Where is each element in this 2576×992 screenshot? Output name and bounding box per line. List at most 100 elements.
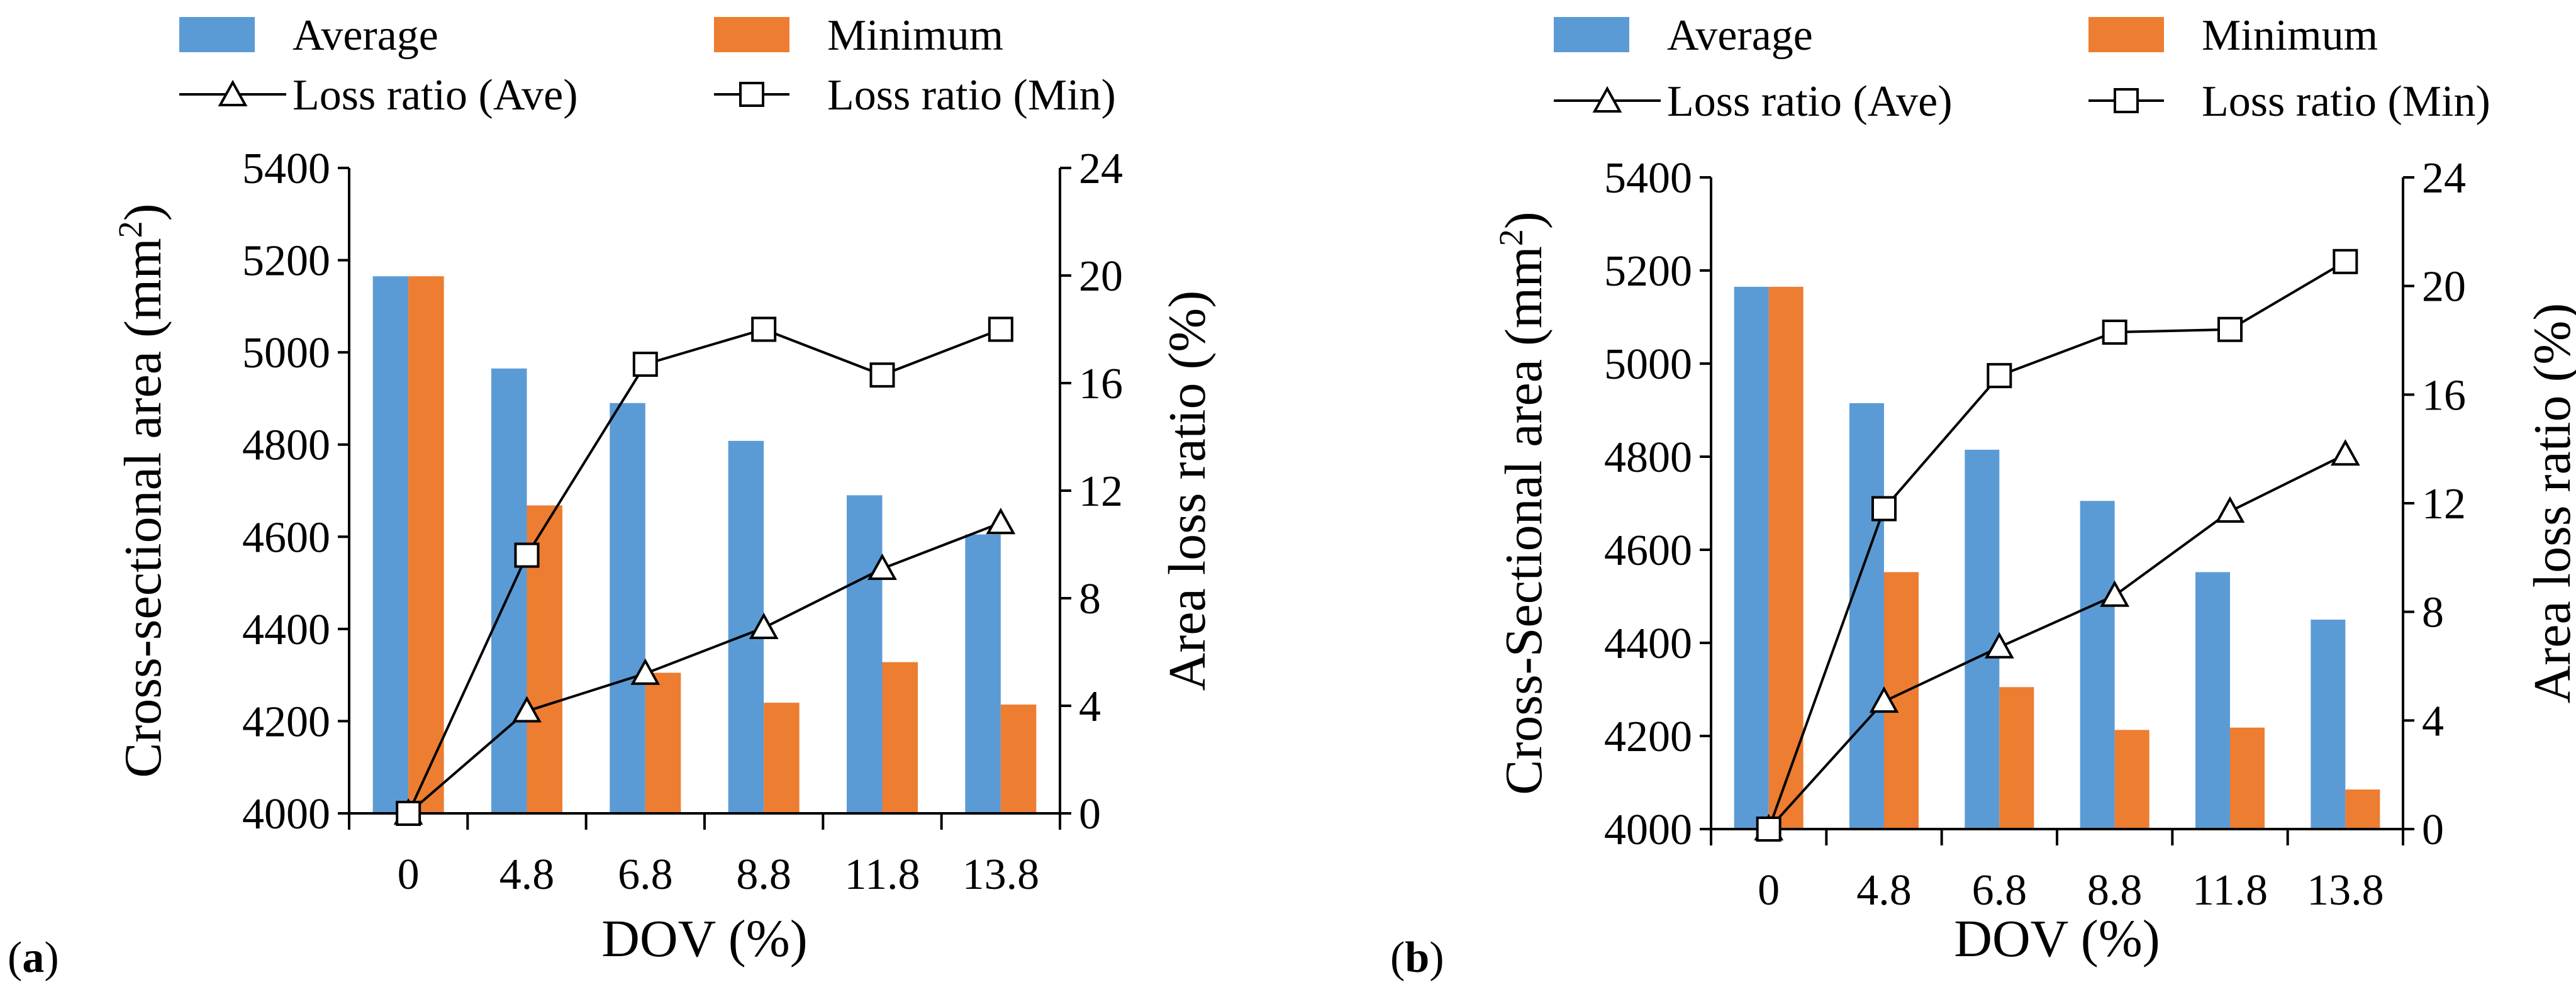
point-loss-min-13.8 [988, 316, 1013, 342]
point-loss-min-4.8 [514, 542, 540, 568]
loss-lines [393, 316, 1016, 826]
y-right-tick-label: 0 [1079, 790, 1101, 839]
panel-paren-open: ( [1390, 933, 1405, 982]
legend-label-loss-ave: Loss ratio (Ave) [293, 71, 578, 120]
bar-average-8.8 [2080, 501, 2115, 829]
point-loss-ave-6.8 [1984, 632, 2014, 659]
axes: 4000 4200 4400 4600 4800 5000 5200 5400 0 4 8 12 16 2… [1604, 154, 2466, 915]
panel-paren-close: ) [44, 933, 59, 982]
legend-label-average: Average [293, 11, 438, 60]
loss-lines [1754, 248, 2360, 842]
point-loss-ave-4.8 [512, 696, 542, 723]
bar-minimum-8.8 [2114, 730, 2149, 829]
legend-swatch-minimum [714, 17, 789, 52]
legend-label-loss-ave: Loss ratio (Ave) [1667, 77, 1953, 126]
point-loss-min-4.8 [1871, 496, 1897, 521]
point-loss-ave-11.8 [2215, 496, 2245, 523]
point-loss-ave-11.8 [867, 553, 897, 580]
chart-panel-a: Average Minimum Loss ratio (Ave) Loss ratio… [8, 11, 1217, 982]
legend-marker-triangle [218, 79, 248, 106]
bar-minimum-13.8 [1000, 705, 1037, 813]
legend: Average Minimum Loss ratio (Ave) Loss ratio… [1554, 11, 2490, 126]
y-left-tick-label: 4000 [1604, 806, 1692, 854]
y-axis-label-left: Cross-sectional area (mm2) [111, 203, 172, 777]
y-left-tick-label: 5000 [242, 329, 330, 377]
panel-letter-text: b [1405, 933, 1429, 982]
legend-swatch-minimum [2088, 17, 2164, 52]
x-tick-label: 13.8 [2307, 866, 2384, 915]
y-right-tick-label: 0 [2422, 806, 2444, 854]
panel-letter: (a) [8, 933, 59, 982]
bar-minimum-0 [408, 276, 444, 813]
bar-minimum-0 [1768, 286, 1804, 829]
legend-marker-triangle [1592, 86, 1622, 113]
x-tick-label: 6.8 [618, 850, 673, 899]
y-axis-label-left-main: Cross-sectional area (mm [114, 238, 172, 777]
chart-panel-b: Average Minimum Loss ratio (Ave) Loss ratio… [1390, 11, 2576, 982]
point-loss-ave-4.8 [1869, 686, 1899, 713]
y-left-tick-label: 5400 [1604, 154, 1692, 203]
bar-average-0 [372, 276, 409, 813]
legend-label-minimum: Minimum [827, 11, 1003, 60]
line-loss-ave [407, 521, 1001, 815]
legend: Average Minimum Loss ratio (Ave) Loss ratio… [179, 11, 1116, 120]
y-axis-label-right: Area loss ratio (%) [1158, 291, 1217, 691]
bar-average-13.8 [965, 534, 1001, 813]
y-left-tick-label: 4200 [242, 698, 330, 746]
point-loss-min-11.8 [2217, 316, 2243, 342]
line-loss-min [1767, 260, 2346, 830]
point-loss-min-6.8 [632, 352, 658, 377]
bars [372, 276, 1037, 813]
panel-letter-text: a [22, 933, 44, 982]
point-loss-min-13.8 [2333, 248, 2358, 274]
legend-label-minimum: Minimum [2202, 11, 2378, 60]
y-axis-label-left-main: Cross-Sectional area (mm [1495, 246, 1553, 794]
bar-minimum-11.8 [882, 662, 918, 813]
y-right-tick-label: 16 [2422, 371, 2466, 420]
y-right-tick-label: 24 [2422, 154, 2466, 203]
panel-paren-close: ) [1429, 933, 1444, 982]
x-axis-label: DOV (%) [1954, 910, 2160, 968]
y-right-tick-label: 12 [2422, 480, 2466, 528]
y-left-tick-label: 4600 [242, 513, 330, 562]
panel-letter: (b) [1390, 933, 1444, 982]
bar-average-13.8 [2311, 620, 2346, 829]
y-axis-label-left: Cross-Sectional area (mm2) [1492, 211, 1553, 794]
x-tick-label: 11.8 [2192, 866, 2268, 915]
bar-average-4.8 [1849, 403, 1884, 829]
x-tick-label: 11.8 [845, 850, 920, 899]
point-loss-ave-8.8 [749, 612, 779, 640]
axes: 4000 4200 4400 4600 4800 5000 5200 5400 0 4 8 12 16 2… [242, 145, 1123, 899]
y-left-tick-label: 4800 [1604, 433, 1692, 482]
y-axis-label-left-end: ) [114, 203, 172, 221]
x-tick-label: 8.8 [2087, 866, 2143, 915]
legend-label-loss-min: Loss ratio (Min) [2202, 77, 2490, 126]
line-loss-ave [1768, 453, 2346, 830]
x-tick-label: 0 [398, 850, 420, 899]
legend-marker-square [2114, 88, 2139, 113]
point-loss-min-0 [396, 801, 421, 826]
point-loss-min-8.8 [2102, 320, 2127, 345]
y-left-tick-label: 5200 [1604, 247, 1692, 296]
x-tick-label: 13.8 [962, 850, 1040, 899]
bar-minimum-6.8 [1999, 687, 2034, 829]
y-axis-label-left-sup: 2 [111, 221, 149, 238]
bar-average-6.8 [1965, 449, 2000, 829]
bar-average-6.8 [610, 403, 645, 813]
point-loss-min-11.8 [869, 362, 895, 388]
bar-minimum-13.8 [2345, 789, 2380, 829]
y-left-tick-label: 4400 [242, 606, 330, 654]
y-left-tick-label: 5000 [1604, 340, 1692, 389]
y-right-tick-label: 20 [2422, 263, 2466, 311]
y-right-tick-label: 16 [1079, 360, 1123, 408]
bar-minimum-11.8 [2230, 727, 2265, 829]
x-tick-label: 6.8 [1972, 866, 2027, 915]
y-right-tick-label: 20 [1079, 252, 1123, 301]
legend-swatch-average [179, 17, 255, 52]
bar-minimum-8.8 [764, 703, 800, 813]
x-tick-label: 4.8 [1856, 866, 1912, 915]
y-left-tick-label: 4000 [242, 790, 330, 839]
y-right-tick-label: 4 [2422, 697, 2444, 745]
legend-label-loss-min: Loss ratio (Min) [827, 71, 1116, 120]
y-axis-label-left-end: ) [1495, 211, 1553, 229]
